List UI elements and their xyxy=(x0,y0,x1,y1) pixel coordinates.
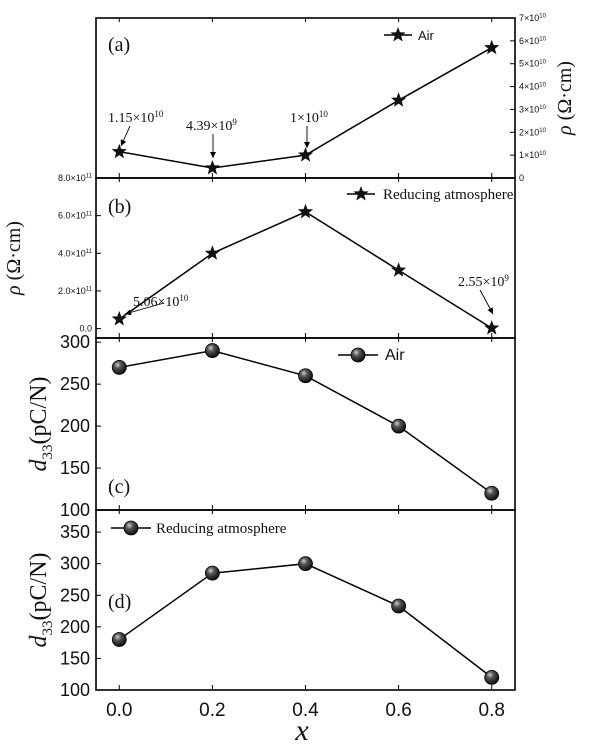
y-tick-label: 5×1010 xyxy=(519,59,547,69)
panel-d: 100 150 200 250 300 350 (d) d33(pC/N) Reducing a… xyxy=(26,509,516,700)
annotation-label: 5.06×1010 xyxy=(133,293,189,310)
data-point xyxy=(391,92,407,107)
x-axis-label: x xyxy=(294,714,309,747)
y-tick-label: 1×1010 xyxy=(519,150,547,160)
y-tick-label: 4×1010 xyxy=(519,82,547,92)
annotation-arrowhead xyxy=(304,142,310,148)
data-point xyxy=(298,556,313,572)
series-line xyxy=(118,211,493,329)
annotation-arrowhead xyxy=(120,139,127,146)
x-tick-label: 0.2 xyxy=(199,700,225,721)
y-tick-label: 6.0×1011 xyxy=(58,211,93,221)
y-axis-label: d33(pC/N) xyxy=(26,377,56,472)
data-point xyxy=(391,418,407,434)
legend-marker xyxy=(123,520,139,536)
y-axis-label: d33(pC/N) xyxy=(26,553,56,648)
legend-marker xyxy=(353,186,369,201)
y-tick-label: 250 xyxy=(60,374,90,394)
data-point xyxy=(111,632,127,647)
y-tick-label: 6×1010 xyxy=(519,36,547,46)
data-point xyxy=(204,245,220,260)
data-point xyxy=(111,359,127,375)
y-tick-label: 250 xyxy=(60,585,90,605)
y-tick-label: 150 xyxy=(60,458,90,478)
panel-b: 0.0 2.0×1011 4.0×1011 6.0×1011 8.0×1011 (b) ρ … xyxy=(3,173,516,339)
annotation-arrow xyxy=(124,302,165,315)
data-point xyxy=(111,311,127,326)
legend-label: Air xyxy=(418,28,435,43)
panel-tag: (d) xyxy=(108,591,131,613)
panel-c: 100 150 200 250 300 (c) d33(pC/N) Air xyxy=(26,332,516,520)
y-tick-label: 200 xyxy=(60,617,90,637)
y-tick-label: 8.0×1011 xyxy=(58,173,93,183)
panel-a: 0 1×1010 2×1010 3×1010 4×1010 5×1010 6×1010 7×1… xyxy=(95,13,576,183)
annotation-arrowhead xyxy=(487,307,493,314)
y-tick-label: 2.0×1011 xyxy=(58,286,93,296)
data-point xyxy=(484,669,500,685)
y-tick-label: 150 xyxy=(60,648,90,668)
legend-label: Air xyxy=(385,347,405,364)
x-tick-label: 0.4 xyxy=(292,700,319,721)
annotation-label: 4.39×109 xyxy=(186,117,237,134)
legend-marker xyxy=(350,347,366,363)
data-point xyxy=(484,485,500,501)
legend-label: Reducing atmosphere xyxy=(383,187,514,203)
annotation-label: 2.55×109 xyxy=(458,273,509,290)
panel-tag: (c) xyxy=(108,476,130,498)
y-axis-label: ρ (Ω·cm) xyxy=(3,221,25,296)
data-point xyxy=(298,368,313,384)
legend-label: Reducing atmosphere xyxy=(156,521,287,537)
panel-tag: (b) xyxy=(108,196,131,218)
data-point xyxy=(297,203,314,219)
y-tick-label: 3×1010 xyxy=(519,104,547,114)
y-tick-label: 0 xyxy=(519,173,524,183)
annotation-arrowhead xyxy=(210,152,216,158)
y-tick-label: 300 xyxy=(60,332,90,352)
x-tick-label: 0.6 xyxy=(385,700,411,721)
y-tick-label: 200 xyxy=(60,416,90,436)
panel-frame xyxy=(95,337,516,511)
y-tick-label: 350 xyxy=(60,522,90,542)
data-point xyxy=(204,565,220,581)
y-tick-label: 300 xyxy=(60,554,90,574)
data-point xyxy=(111,143,127,159)
x-tick-label: 0.0 xyxy=(106,700,132,721)
annotation-arrowhead xyxy=(125,309,132,316)
y-tick-label: 0.0 xyxy=(79,324,92,334)
panel-frame xyxy=(95,509,516,691)
series-line xyxy=(118,562,493,678)
annotation-label: 1×1010 xyxy=(290,109,328,126)
panel-tag: (a) xyxy=(108,34,130,56)
data-point xyxy=(204,343,220,358)
y-tick-label: 100 xyxy=(60,680,90,700)
legend-marker xyxy=(390,27,406,42)
x-tick-label: 0.8 xyxy=(479,700,505,721)
y-axis-label: ρ (Ω·cm) xyxy=(554,61,576,136)
y-tick-label: 7×1010 xyxy=(519,13,547,23)
data-point xyxy=(484,39,500,55)
data-point xyxy=(204,159,220,175)
data-point xyxy=(484,320,500,335)
annotation-label: 1.15×1010 xyxy=(108,109,164,126)
data-point xyxy=(391,598,407,614)
y-tick-label: 2×1010 xyxy=(519,127,547,137)
data-point xyxy=(391,262,407,277)
data-point xyxy=(297,147,314,162)
y-tick-label: 4.0×1011 xyxy=(58,248,93,258)
y-tick-label: 100 xyxy=(60,500,90,520)
